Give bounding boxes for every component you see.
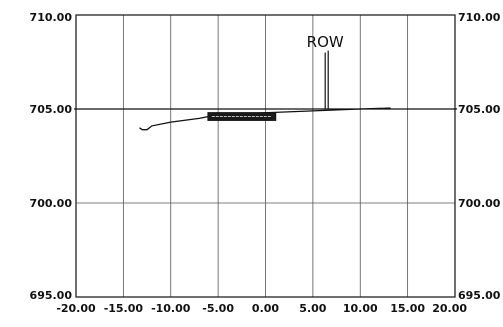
series-layer [139,107,391,131]
y-tick-labels-left: 695.00 700.00 705.00 710.00 [30,11,73,302]
x-tick-label-7: 15.00 [390,302,425,315]
x-tick-label-8: 20.00 [432,302,467,315]
x-tick-label-0: -20.00 [56,302,96,315]
reference-lines [74,50,457,110]
x-tick-label-5: 5.00 [299,302,326,315]
annotation-row: ROW [307,33,344,51]
x-tick-label-2: -10.00 [151,302,191,315]
plot-frame [75,14,456,298]
y-tick-label-left-1: 700.00 [30,197,73,210]
y-tick-label-left-0: 695.00 [30,289,73,302]
x-tick-label-6: 10.00 [343,302,378,315]
y-tick-label-left-3: 710.00 [30,11,73,24]
series-line-0 [139,107,391,131]
x-tick-label-1: -15.00 [104,302,144,315]
y-tick-label-right-3: 710.00 [458,11,501,24]
annotation-layer: ROW [207,33,344,121]
x-tick-label-3: -5.00 [202,302,234,315]
y-tick-label-right-1: 700.00 [458,197,501,210]
y-tick-labels-right: 695.00 700.00 705.00 710.00 [458,11,501,302]
y-tick-label-right-0: 695.00 [458,289,501,302]
x-tick-labels: -20.00 -15.00 -10.00 -5.00 0.00 5.00 10.00 15.0… [56,302,467,315]
grid-lines [75,14,456,298]
y-tick-label-right-2: 705.00 [458,103,501,116]
y-tick-label-left-2: 705.00 [30,103,73,116]
x-tick-label-4: 0.00 [252,302,279,315]
